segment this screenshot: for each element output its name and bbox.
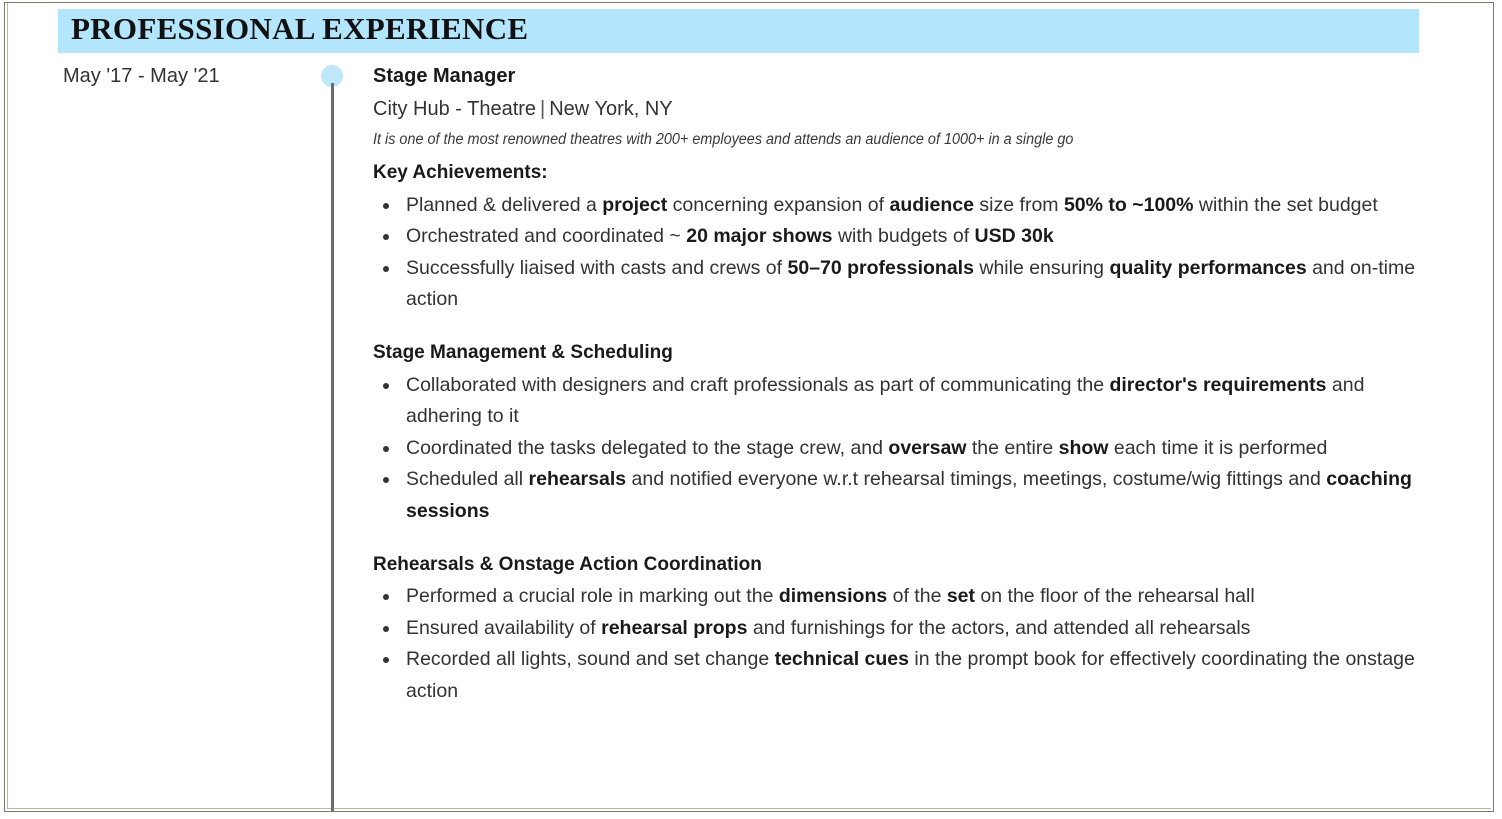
experience-entry: Stage Manager City Hub - Theatre | New Yor… <box>373 63 1429 707</box>
bullet-text: Planned & delivered a <box>406 193 603 216</box>
bullet-emphasis: set <box>946 585 976 608</box>
job-title: Stage Manager <box>373 65 516 87</box>
bullet-text: in the prompt book for effectively coord… <box>406 648 1415 702</box>
bullet-item: Orchestrated and coordinated ~ 20 major … <box>373 221 1429 253</box>
timeline-dot-icon <box>321 65 343 87</box>
bullet-text: size from <box>974 193 1064 216</box>
bullet-item: Ensured availability of rehearsal props … <box>373 613 1429 645</box>
bullet-emphasis: audience <box>889 193 975 216</box>
bullet-text: each time it is performed <box>1108 436 1328 459</box>
bullet-text: while ensuring <box>973 256 1110 279</box>
company-description: It is one of the most renowned theatres … <box>373 131 1074 148</box>
bullet-text: on the floor of the rehearsal hall <box>975 585 1255 608</box>
bullet-item: Coordinated the tasks delegated to the s… <box>373 433 1429 465</box>
bullet-emphasis: USD 30k <box>974 225 1054 248</box>
bullet-item: Scheduled all rehearsals and notified ev… <box>373 464 1429 527</box>
bullet-emphasis: 50% to ~100% <box>1063 193 1194 216</box>
section-title: PROFESSIONAL EXPERIENCE <box>71 11 529 46</box>
subsection-bullet-list: Planned & delivered a project concerning… <box>373 190 1429 316</box>
bullet-text: Orchestrated and coordinated ~ <box>406 225 687 248</box>
bullet-emphasis: coaching sessions <box>406 468 1412 522</box>
subsection-bullet-list: Performed a crucial role in marking out … <box>373 581 1429 707</box>
bullet-text: with budgets of <box>832 225 975 248</box>
experience-subsection: Stage Management & Scheduling Collaborate… <box>373 340 1429 527</box>
job-company-location: City Hub - Theatre | New York, NY <box>373 96 1429 123</box>
bullet-text: Coordinated the tasks delegated to the s… <box>406 436 889 459</box>
subsection-heading: Stage Management & Scheduling <box>373 342 673 364</box>
bullet-emphasis: show <box>1058 436 1109 459</box>
company-name: City Hub - Theatre <box>373 98 537 120</box>
bullet-emphasis: technical cues <box>774 648 909 671</box>
bullet-emphasis: rehearsal props <box>601 616 748 639</box>
bullet-text: and furnishings for the actors, and atte… <box>747 616 1251 639</box>
bullet-emphasis: rehearsals <box>528 468 627 491</box>
bullet-text: and adhering to it <box>406 373 1365 428</box>
experience-subsection: Rehearsals & Onstage Action Coordination… <box>373 552 1429 708</box>
bullet-text: Ensured availability of <box>406 616 602 639</box>
timeline-line <box>331 83 334 811</box>
experience-date-range: May '17 - May '21 <box>63 65 220 87</box>
bullet-emphasis: oversaw <box>888 436 967 459</box>
bullet-item: Successfully liaised with casts and crew… <box>373 253 1429 316</box>
bullet-emphasis: quality performances <box>1109 256 1307 279</box>
experience-subsection: Key Achievements: Planned & delivered a p… <box>373 160 1429 316</box>
resume-page: PROFESSIONAL EXPERIENCE May '17 - May '2… <box>4 2 1494 812</box>
bullet-text: the entire <box>966 436 1059 459</box>
bullet-text: and on-time action <box>406 256 1416 311</box>
subsection-bullet-list: Collaborated with designers and craft pr… <box>373 370 1429 528</box>
experience-subsections: Key Achievements: Planned & delivered a p… <box>373 160 1429 707</box>
bullet-text: of the <box>887 585 947 608</box>
bullet-item: Planned & delivered a project concerning… <box>373 190 1429 222</box>
bullet-emphasis: director's requirements <box>1109 373 1327 396</box>
bullet-emphasis: 20 major shows <box>686 225 833 248</box>
bullet-emphasis: 50–70 professionals <box>787 256 974 279</box>
bullet-text: within the set budget <box>1193 193 1378 216</box>
bullet-text: Recorded all lights, sound and set chang… <box>406 648 775 671</box>
bullet-emphasis: project <box>602 193 668 216</box>
meta-separator: | <box>540 98 546 120</box>
bullet-text: Performed a crucial role in marking out … <box>406 585 779 608</box>
bullet-emphasis: dimensions <box>778 585 888 608</box>
bullet-text: concerning expansion of <box>667 193 890 216</box>
bullet-text: Successfully liaised with casts and crew… <box>406 256 788 279</box>
section-header-band: PROFESSIONAL EXPERIENCE <box>58 9 1419 53</box>
bullet-item: Performed a crucial role in marking out … <box>373 581 1429 613</box>
subsection-heading: Rehearsals & Onstage Action Coordination <box>373 553 762 575</box>
bullet-text: Scheduled all <box>406 468 529 491</box>
timeline <box>321 63 345 811</box>
bullet-text: and notified everyone w.r.t rehearsal ti… <box>626 468 1327 491</box>
bullet-item: Collaborated with designers and craft pr… <box>373 370 1429 433</box>
job-location: New York, NY <box>549 98 673 120</box>
subsection-heading: Key Achievements: <box>373 162 548 184</box>
bullet-text: Collaborated with designers and craft pr… <box>406 373 1110 396</box>
bullet-item: Recorded all lights, sound and set chang… <box>373 644 1429 707</box>
